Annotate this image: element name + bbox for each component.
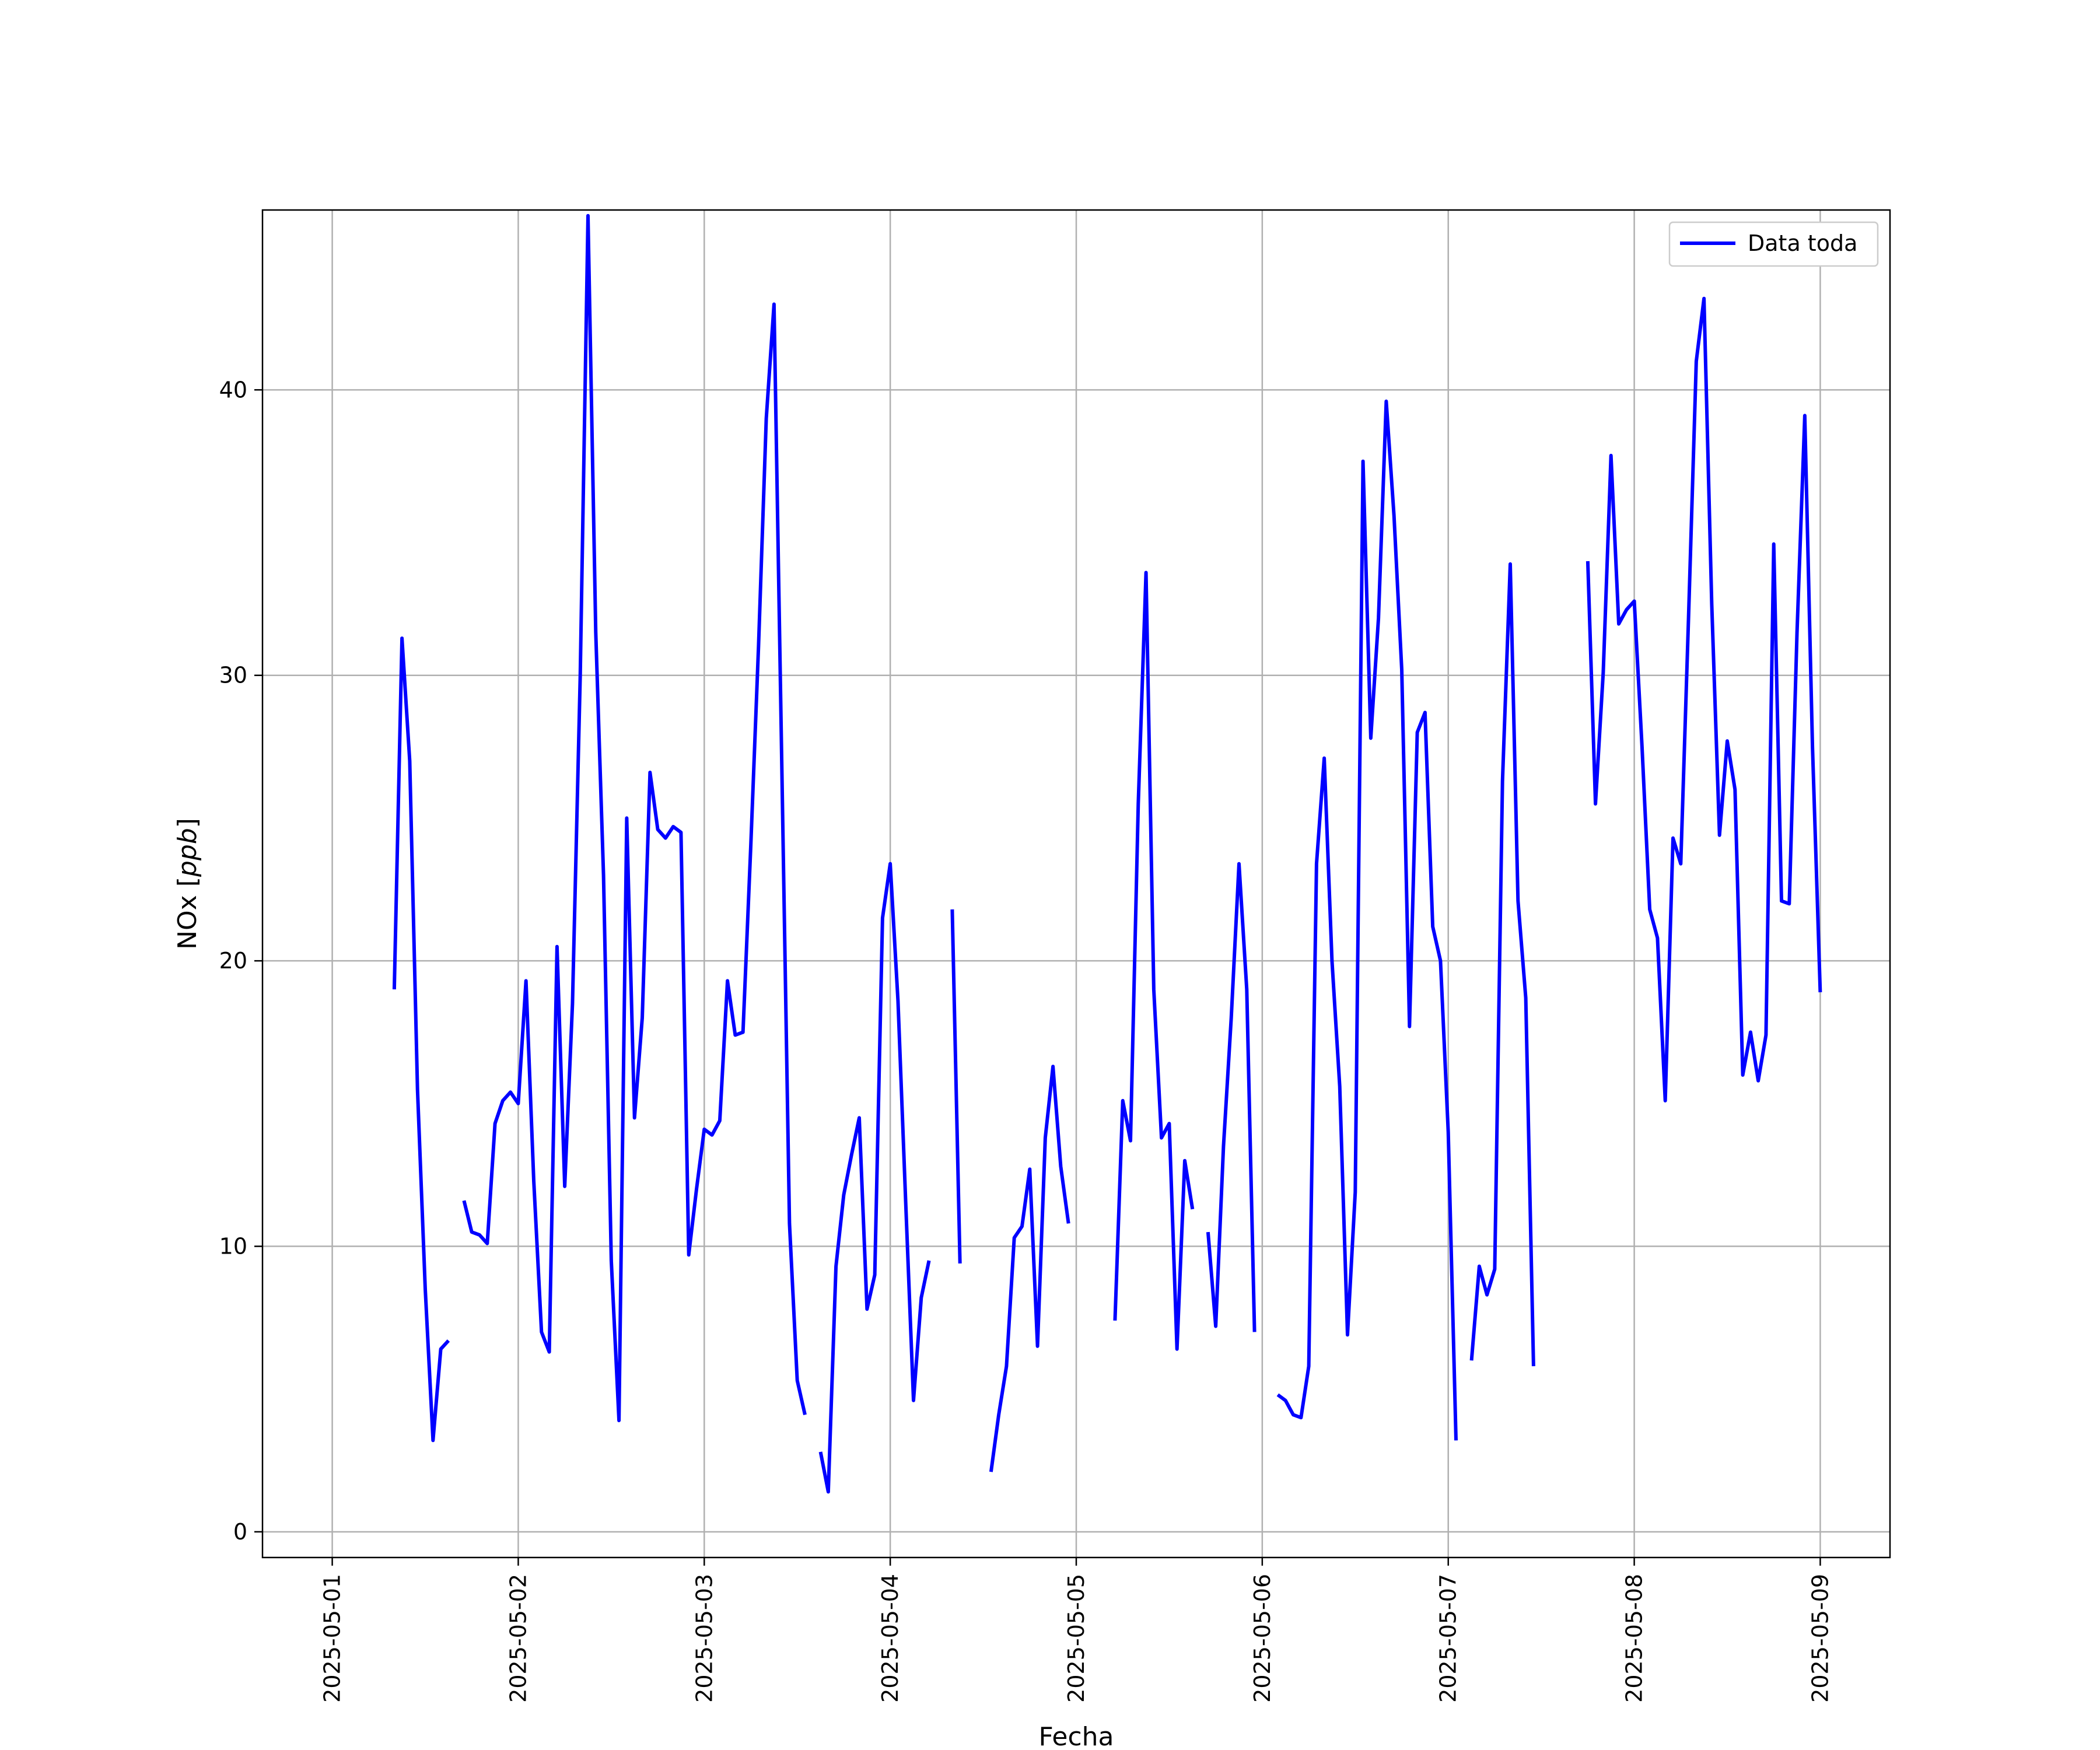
grid: [262, 210, 1890, 1558]
y-tick-label: 30: [219, 663, 247, 688]
series-line-segment: [1469, 562, 1535, 1367]
series-line-segment: [462, 214, 807, 1423]
y-axis-label: NOx [ppb]: [173, 818, 202, 950]
x-tick-label: 2025-05-07: [1436, 1574, 1461, 1703]
legend-box: [1668, 221, 1879, 267]
series-line-segment: [1113, 570, 1195, 1351]
series-line-segment: [1276, 399, 1458, 1441]
x-tick-label: 2025-05-03: [691, 1574, 717, 1703]
series-line-segment: [392, 636, 450, 1443]
y-tick-label: 20: [219, 948, 247, 974]
x-tick-label: 2025-05-01: [320, 1574, 345, 1703]
x-tick-label: 2025-05-02: [505, 1574, 531, 1703]
y-tick-label: 40: [219, 377, 247, 402]
x-tick-label: 2025-05-04: [877, 1574, 903, 1703]
series-line-segment: [989, 1065, 1070, 1472]
series-line-segment: [818, 862, 931, 1494]
series-line-segment: [950, 909, 962, 1264]
legend: Data toda: [1668, 221, 1879, 267]
y-tick-label: 0: [233, 1519, 247, 1545]
series-line-segment: [1586, 296, 1822, 1102]
y-tick-label: 10: [219, 1234, 247, 1259]
x-axis-ticks: 2025-05-01 2025-05-02 2025-05-03 2025-05-04…: [320, 1558, 1833, 1703]
x-tick-label: 2025-05-06: [1250, 1574, 1275, 1703]
x-tick-label: 2025-05-08: [1622, 1574, 1647, 1703]
x-tick-label: 2025-05-09: [1807, 1574, 1833, 1703]
series-line-segment: [1206, 862, 1256, 1332]
legend-label: Data toda: [1748, 230, 1857, 256]
series-layer: [392, 214, 1822, 1494]
y-axis-ticks: 0 10 20 30 40: [219, 377, 262, 1545]
x-axis-label: Fecha: [1038, 1722, 1114, 1750]
x-tick-label: 2025-05-05: [1063, 1574, 1089, 1703]
